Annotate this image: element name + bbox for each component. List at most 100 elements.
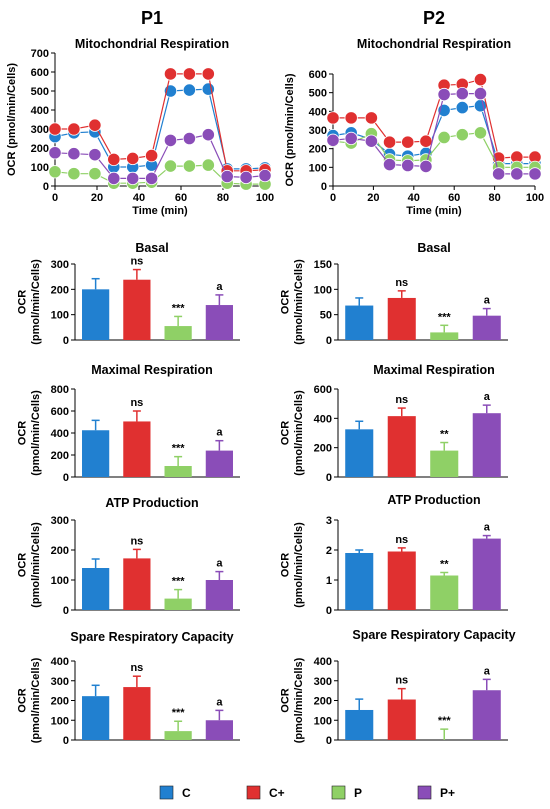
- legend-label-C+: C+: [269, 786, 285, 800]
- p2-line-x-tick-label: 60: [448, 192, 460, 204]
- p2-line-point-P: [473, 126, 488, 140]
- p1-atp-significance-P+: a: [216, 558, 223, 570]
- p1-maximal-y-label-line1: OCR: [17, 421, 29, 446]
- p1-spare-y-tick-label: 200: [51, 696, 69, 708]
- p1-line-point-C+: [107, 152, 121, 166]
- p1-line-x-tick-label: 40: [133, 192, 145, 204]
- p2-line-point-C+: [382, 135, 397, 149]
- p1-spare-bar-C: [82, 696, 110, 740]
- p2-maximal-significance-P: **: [440, 429, 449, 441]
- p1-line-point-P+: [239, 170, 253, 185]
- p2-atp-significance-P+: a: [484, 522, 491, 534]
- p2-atp-y-label-line1: OCR: [280, 553, 292, 578]
- p2-basal-y-label-line1: OCR: [280, 290, 292, 315]
- legend-swatch-P: [331, 785, 346, 800]
- p2-atp-significance-C+: ns: [395, 534, 408, 546]
- p1-spare-bar-P: [164, 731, 192, 740]
- p1-spare-y-tick-label: 0: [63, 735, 69, 747]
- p2-maximal-panel: Maximal Respiration 0 200 400 600 OCR(pmol/mi…: [280, 363, 508, 484]
- p2-line-point-P+: [437, 87, 451, 102]
- p2-line-y-tick-label: 600: [309, 69, 327, 81]
- p2-atp-y-tick-label: 3: [326, 515, 332, 527]
- p1-line-point-C: [182, 83, 196, 97]
- p1-atp-bar-P+: [205, 580, 233, 610]
- p1-basal-y-label-line1: OCR: [17, 290, 29, 315]
- legend-swatch-C: [159, 785, 174, 800]
- p1-line-y-tick-label: 300: [31, 124, 49, 136]
- p1-basal-y-label-line2: (pmol/min/Cells): [30, 259, 42, 345]
- p1-spare-significance-P: ***: [172, 707, 186, 719]
- legend-label-C: C: [182, 786, 191, 800]
- p2-atp-bar-C: [345, 553, 374, 610]
- p2-line-point-P+: [492, 167, 506, 181]
- p1-maximal-y-tick-label: 400: [51, 428, 69, 440]
- p2-maximal-y-tick-label: 400: [314, 413, 332, 425]
- p1-line-point-P: [48, 165, 62, 179]
- p1-atp-y-tick-label: 200: [51, 545, 69, 557]
- p1-line-panel: Mitochondrial Respiration010020030040050…: [6, 37, 274, 217]
- legend-label-P+: P+: [440, 786, 455, 800]
- p1-basal-bar-P+: [205, 305, 233, 340]
- p1-atp-y-tick-label: 0: [63, 605, 69, 617]
- p1-atp-y-label-line2: (pmol/min/Cells): [30, 522, 42, 608]
- p2-basal-y-label: OCR(pmol/min/Cells): [280, 259, 305, 345]
- p2-atp-y-label-line2: (pmol/min/Cells): [293, 522, 305, 608]
- p2-basal-y-label-line2: (pmol/min/Cells): [293, 259, 305, 345]
- p1-line-point-P: [201, 158, 215, 172]
- p1-line-y-tick-label: 200: [31, 143, 49, 155]
- p1-atp-y-label-line1: OCR: [17, 553, 29, 578]
- p1-maximal-significance-C+: ns: [130, 397, 143, 409]
- p2-line-x-tick-label: 20: [367, 192, 379, 204]
- p1-basal-y-tick-label: 300: [51, 259, 69, 271]
- p1-spare-bar-C+: [123, 687, 151, 740]
- p2-atp-bar-P+: [472, 538, 501, 610]
- legend-label-P: P: [354, 786, 362, 800]
- p1-maximal-y-tick-label: 200: [51, 450, 69, 462]
- p1-atp-bar-C+: [123, 558, 151, 610]
- p1-atp-significance-C+: ns: [130, 535, 143, 547]
- p2-line-y-tick-label: 400: [309, 106, 327, 118]
- p2-line-point-C+: [401, 135, 415, 149]
- p1-atp-title: ATP Production: [105, 496, 198, 510]
- p1-spare-y-label-line1: OCR: [17, 688, 29, 713]
- p2-atp-bar-C+: [387, 551, 416, 610]
- p1-atp-bar-C: [82, 568, 110, 610]
- p1-line-x-tick-label: 20: [91, 192, 103, 204]
- p1-line-x-tick-label: 80: [217, 192, 229, 204]
- p2-maximal-y-label: OCR(pmol/min/Cells): [280, 390, 305, 476]
- p1-line-point-P: [182, 159, 196, 173]
- p2-line-x-tick-label: 80: [488, 192, 500, 204]
- p1-line-series-line-C: [54, 88, 266, 170]
- p1-basal-significance-C+: ns: [130, 256, 143, 268]
- p1-maximal-y-tick-label: 800: [51, 384, 69, 396]
- legend: C C+ P P+: [159, 785, 455, 800]
- p1-maximal-y-tick-label: 0: [63, 472, 69, 484]
- p2-spare-significance-P: ***: [438, 715, 452, 727]
- p1-atp-panel: ATP Production 0 100 200 300 OCR(pmol/min/Cel…: [17, 496, 240, 617]
- p2-spare-y-label-line1: OCR: [280, 688, 292, 713]
- p2-line-series-line-C+: [333, 78, 535, 159]
- p2-line-point-C+: [344, 111, 358, 125]
- p2-line-y-tick-label: 200: [309, 144, 327, 156]
- p1-line-point-P+: [48, 146, 62, 160]
- p1-spare-y-label-line2: (pmol/min/Cells): [30, 657, 42, 743]
- p1-line-point-P+: [107, 171, 121, 185]
- p2-maximal-significance-P+: a: [484, 391, 491, 403]
- p1-line-x-tick-label: 100: [256, 192, 274, 204]
- p2-line-x-tick-label: 100: [526, 192, 544, 204]
- p1-basal-bar-C+: [123, 279, 151, 340]
- p1-line-point-C+: [145, 149, 159, 163]
- p1-line-point-P: [67, 167, 81, 181]
- p2-maximal-bar-P+: [472, 413, 501, 477]
- p1-atp-bar-P: [164, 598, 192, 610]
- p2-spare-y-label: OCR(pmol/min/Cells): [280, 657, 305, 743]
- p2-atp-y-label: OCR(pmol/min/Cells): [280, 522, 305, 608]
- p1-spare-panel: Spare Respiratory Capacity 0 100 200 300 400 O…: [17, 630, 240, 747]
- p1-line-point-P+: [88, 148, 102, 162]
- p2-line-point-C+: [419, 134, 433, 148]
- p1-line-point-P: [88, 167, 102, 181]
- p1-maximal-title: Maximal Respiration: [91, 363, 213, 377]
- p1-line-y-tick-label: 400: [31, 105, 49, 117]
- p1-line-title: Mitochondrial Respiration: [75, 37, 229, 51]
